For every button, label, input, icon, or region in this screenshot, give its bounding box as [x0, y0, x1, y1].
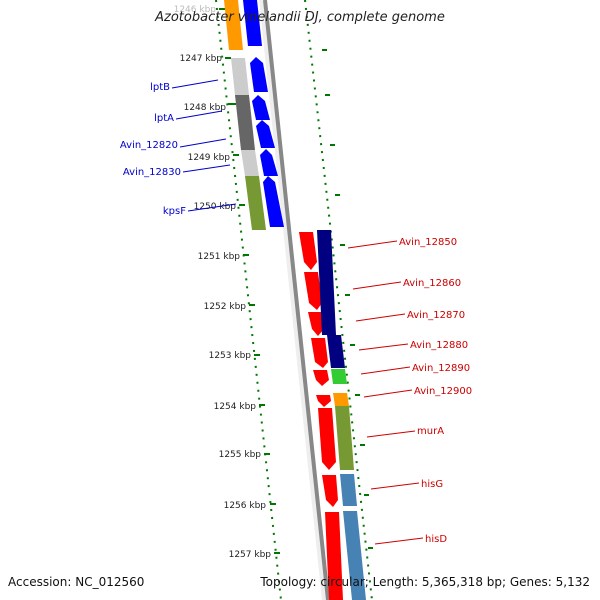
tick-label: 1252 kbp	[204, 302, 247, 312]
gene-label-avin-12850[interactable]: Avin_12850	[399, 237, 457, 248]
tick-label: 1257 kbp	[229, 550, 272, 560]
gene-arrow-avin-12890	[313, 370, 329, 386]
reverse-category-bars	[224, 0, 266, 230]
label-leader	[179, 138, 227, 148]
genome-title: Azotobacter vinelandii DJ, complete geno…	[155, 10, 445, 25]
gene-arrow-avin-12900	[316, 395, 331, 407]
tick-label: 1255 kbp	[219, 450, 262, 460]
label-leader	[171, 79, 219, 89]
label-leader	[187, 203, 237, 212]
tick-label: 1247 kbp	[180, 54, 223, 64]
gene-label-avin-12870[interactable]: Avin_12870	[407, 310, 465, 321]
gene-arrow-avin-12880	[311, 338, 328, 368]
tick-label: 1248 kbp	[184, 103, 227, 113]
gene-label-avin-12860[interactable]: Avin_12860	[403, 278, 461, 289]
gene-label-kpsF[interactable]: kpsF	[163, 206, 186, 217]
label-leader	[352, 281, 402, 290]
tick-label: 1256 kbp	[224, 501, 267, 511]
label-leader	[363, 389, 413, 398]
gene-arrow-lptA	[252, 95, 270, 120]
label-leader	[182, 164, 231, 173]
label-leader	[374, 537, 424, 545]
forward-category-bars	[317, 230, 366, 600]
tick-label: 1249 kbp	[188, 153, 231, 163]
gene-arrow-hisD	[325, 512, 343, 600]
gene-label-avin-12880[interactable]: Avin_12880	[410, 340, 468, 351]
label-leader	[355, 313, 406, 322]
tick-label: 1246 kbp	[174, 5, 217, 15]
accession-text: Accession: NC_012560	[8, 575, 145, 589]
gene-arrow-avin-12820	[256, 120, 275, 148]
reverse-gene-arrows	[243, 0, 284, 227]
backbone-line	[263, 0, 330, 600]
gene-arrow-avin-12860	[304, 272, 322, 310]
gene-arrow-lptB	[250, 57, 268, 92]
gene-label-hisG[interactable]: hisG	[421, 479, 443, 490]
gene-label-avin-12890[interactable]: Avin_12890	[412, 363, 470, 374]
gene-label-avin-12830[interactable]: Avin_12830	[123, 167, 181, 178]
gene-label-murA[interactable]: murA	[417, 426, 444, 437]
label-leader	[370, 482, 420, 490]
gene-arrow-murA	[318, 408, 336, 470]
label-leader	[358, 343, 409, 351]
tick-label: 1251 kbp	[198, 252, 241, 262]
gene-arrow-avin-12870	[308, 312, 324, 336]
label-leader	[347, 240, 398, 249]
forward-gene-arrows	[299, 232, 343, 600]
gene-arrow-kpsF	[263, 176, 284, 227]
tick-label: 1253 kbp	[209, 351, 252, 361]
gene-label-avin-12820[interactable]: Avin_12820	[120, 140, 178, 151]
gene-label-lptA[interactable]: lptA	[154, 113, 174, 124]
label-leader	[175, 110, 223, 120]
gene-arrow-avin-12830	[260, 149, 278, 176]
topology-text: Topology: circular; Length: 5,365,318 bp…	[260, 575, 590, 589]
gene-arrow-avin-12850	[299, 232, 317, 270]
gene-label-avin-12900[interactable]: Avin_12900	[414, 386, 472, 397]
label-leader	[360, 366, 411, 375]
tick-marks	[219, 8, 373, 554]
label-leader	[366, 430, 416, 438]
gene-label-hisD[interactable]: hisD	[425, 534, 447, 545]
tick-label: 1254 kbp	[214, 402, 257, 412]
gene-arrow-hisG	[322, 475, 338, 507]
gene-label-lptB[interactable]: lptB	[150, 82, 170, 93]
